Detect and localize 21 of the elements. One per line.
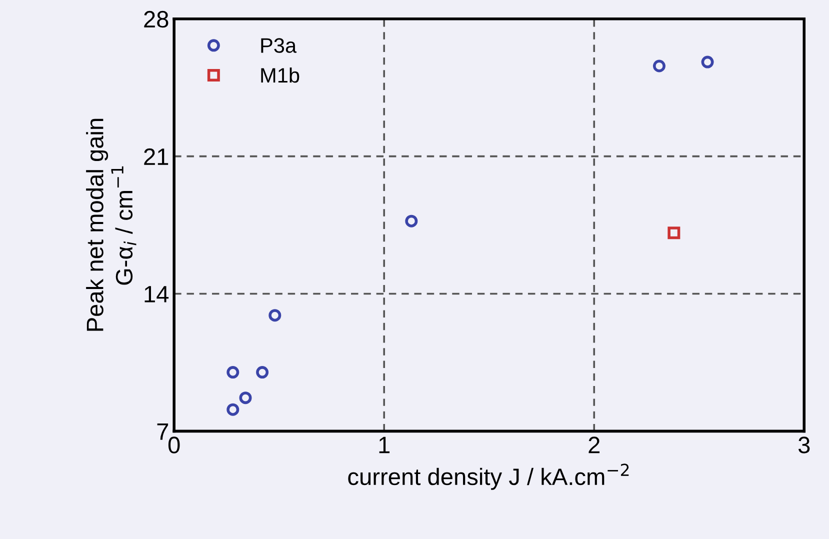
y-tick-label: 28 <box>144 10 168 28</box>
y-axis-title: Peak net modal gain G-α$_{i}$ / cm$^{−1}$ <box>86 118 136 331</box>
y-tick-label: 21 <box>144 148 168 165</box>
point <box>405 214 418 228</box>
x-tick-label: 0 <box>168 436 180 454</box>
point <box>701 56 714 68</box>
x-tick-label: 2 <box>588 436 600 454</box>
point <box>226 366 240 379</box>
y-tick-label: 14 <box>144 286 169 302</box>
point <box>239 392 252 404</box>
x-axis-title: current density J / kA.cm$^{−2}$ <box>348 464 629 490</box>
point <box>268 309 282 322</box>
point <box>668 226 680 240</box>
x-tick-label: 1 <box>379 436 390 454</box>
legend-label: P3a <box>261 38 297 53</box>
point <box>652 60 666 72</box>
legend-label: M1b <box>261 67 300 83</box>
point <box>256 366 269 379</box>
x-tick-label: 3 <box>798 436 810 454</box>
y-tick-label: 7 <box>157 424 168 440</box>
point <box>226 403 240 416</box>
